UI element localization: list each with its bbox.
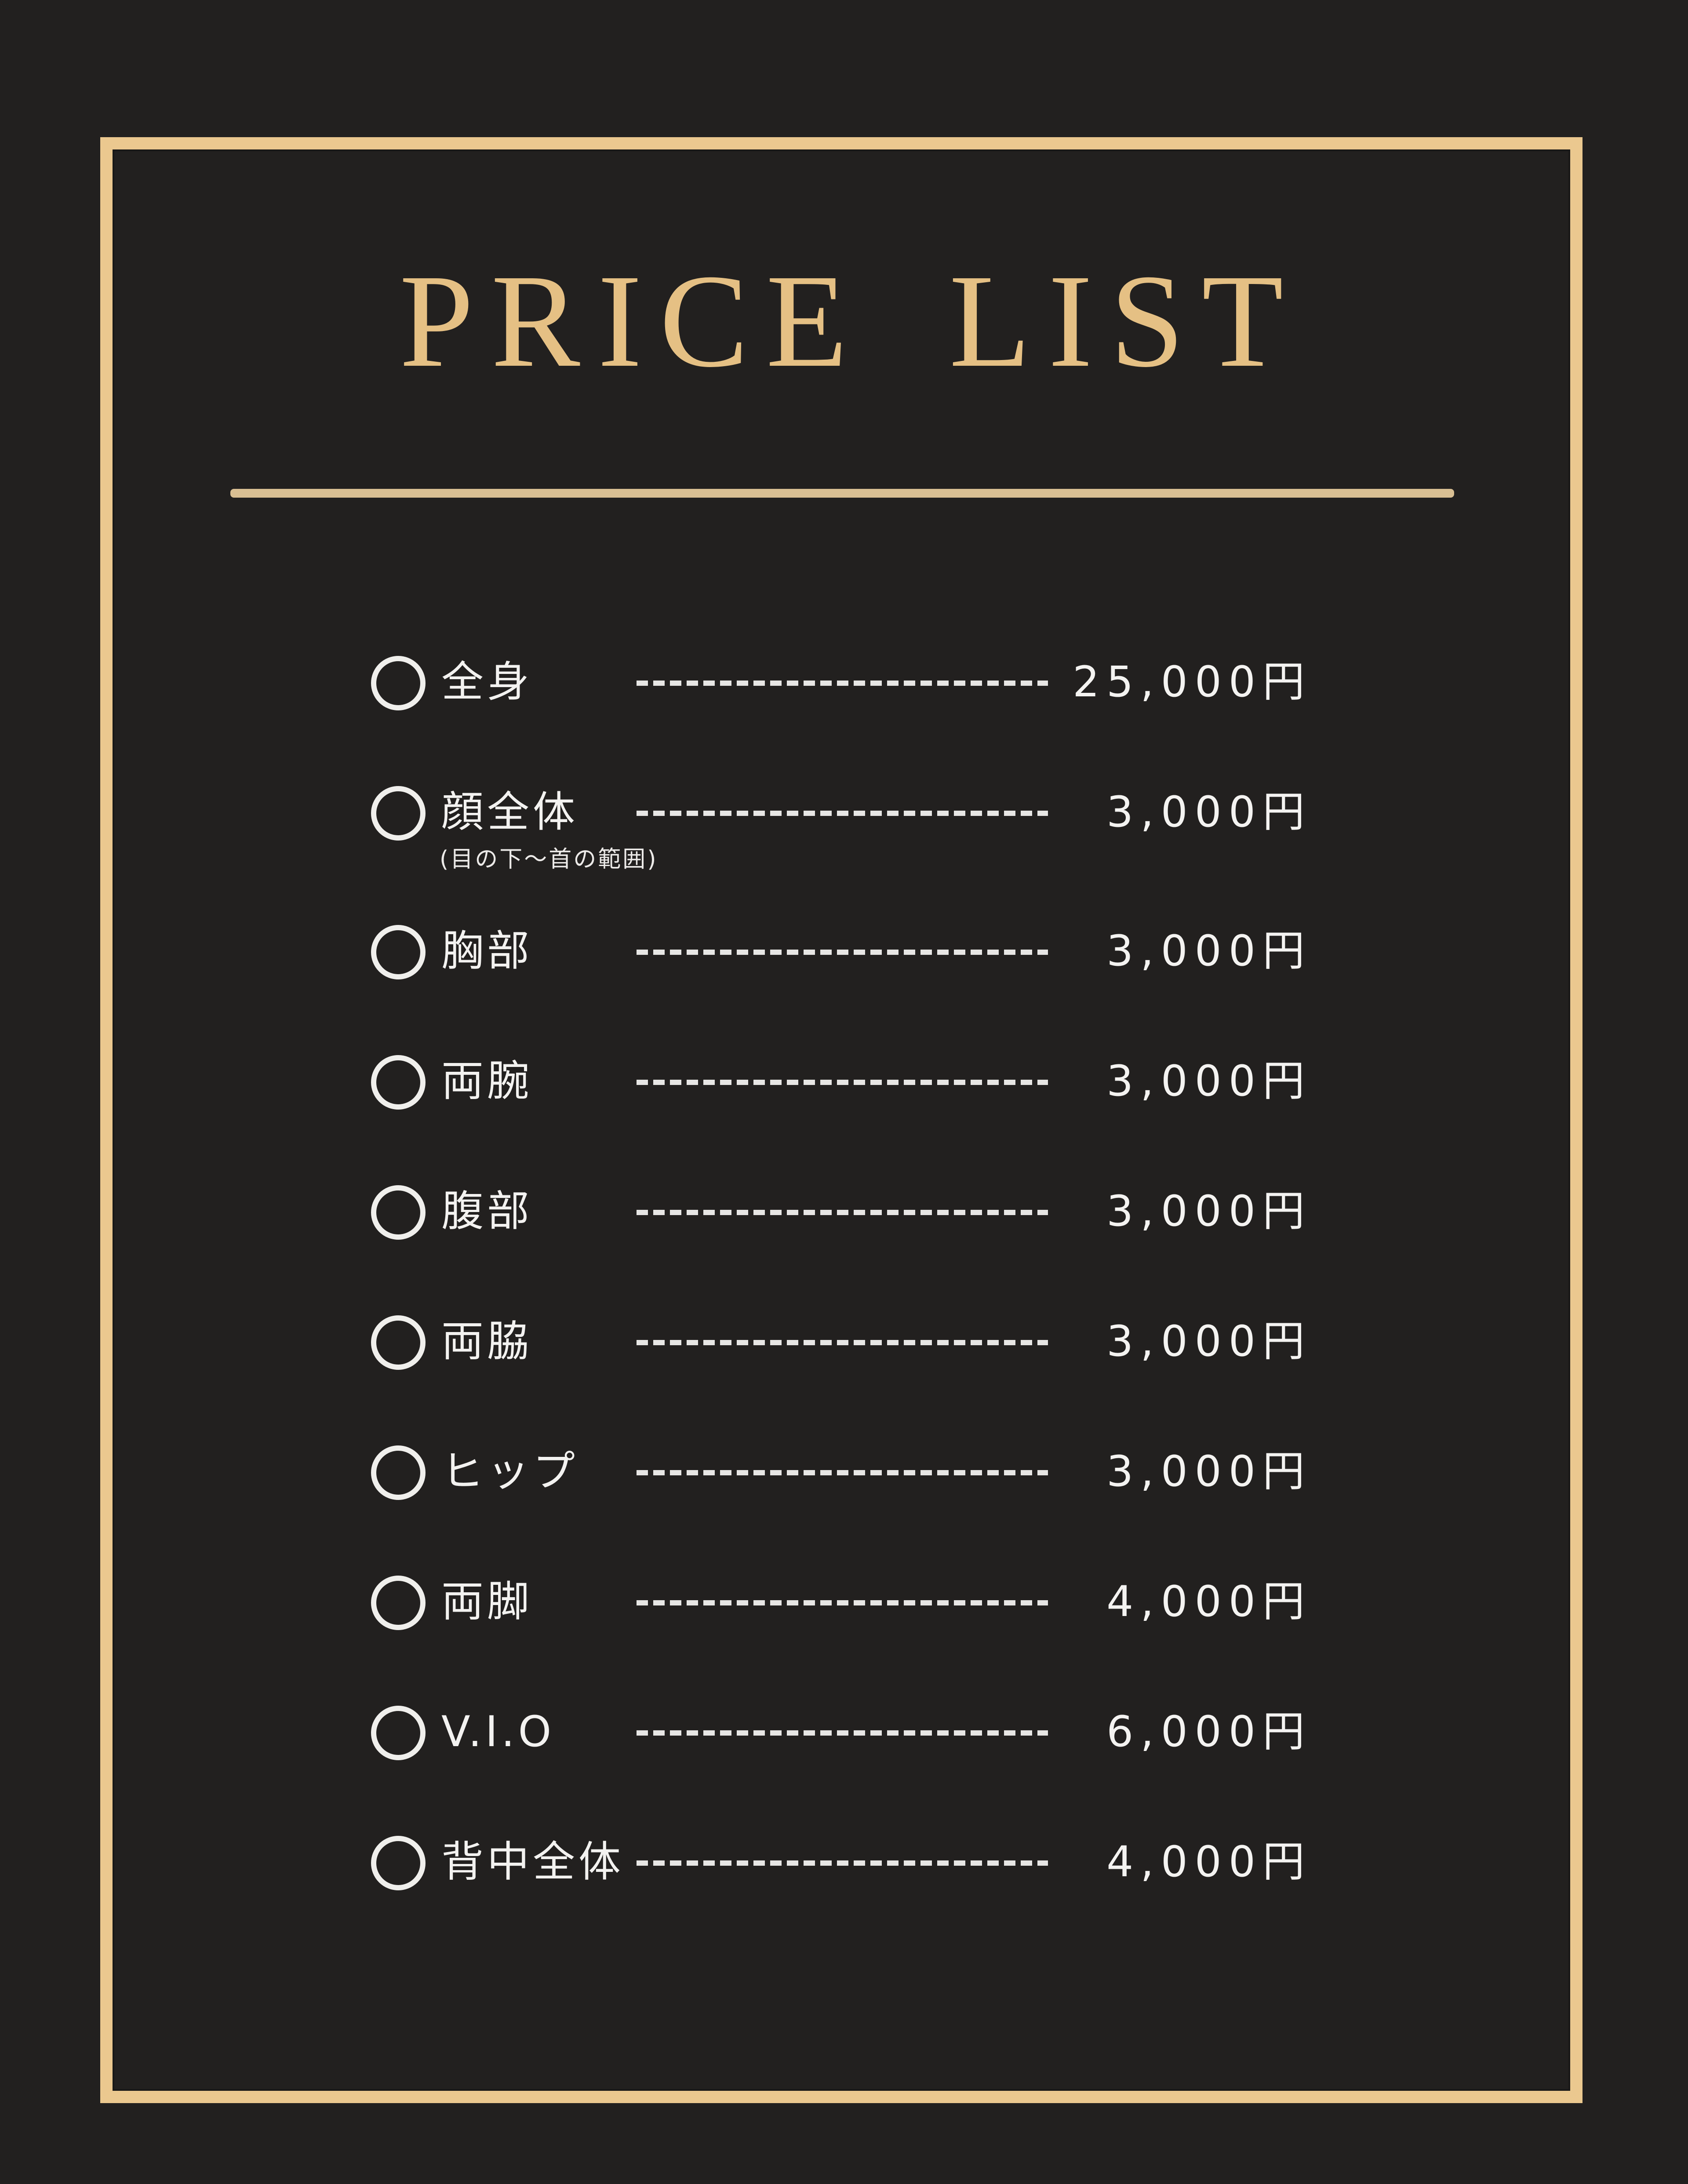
item-label: 腹部 [441, 1187, 533, 1236]
circle-bullet-icon [371, 1445, 426, 1499]
item-label-group: 顔全体 [371, 785, 637, 840]
item-label-group: ヒップ [371, 1445, 637, 1499]
item-label: 両脇 [441, 1317, 533, 1366]
circle-bullet-icon [371, 785, 426, 840]
list-item: 全身 25,000円 [371, 652, 1312, 712]
list-item: 両脚 4,000円 [371, 1572, 1312, 1632]
item-price: 3,000円 [1106, 788, 1312, 837]
list-item: 腹部 3,000円 [371, 1182, 1312, 1241]
dashed-leader-line [637, 1079, 1048, 1084]
circle-bullet-icon [371, 1184, 426, 1239]
item-label-group: 両腕 [371, 1054, 637, 1109]
circle-bullet-icon [371, 1575, 426, 1629]
gold-frame-border: PRICE LIST 全身 25,000円 顔全体 (目の下～首の範囲) 3,000円胸… [100, 137, 1582, 2103]
circle-bullet-icon [371, 655, 426, 710]
item-label: ヒップ [441, 1447, 578, 1496]
dashed-leader-line [637, 680, 1048, 685]
item-label: 両脚 [441, 1577, 533, 1627]
item-label: 両腕 [441, 1057, 533, 1106]
item-label: V.I.O [441, 1707, 555, 1757]
item-label-group: 両脇 [371, 1314, 637, 1369]
dashed-leader-line [637, 1860, 1048, 1865]
item-label-group: 腹部 [371, 1184, 637, 1239]
item-price: 6,000円 [1106, 1707, 1312, 1757]
item-price: 3,000円 [1106, 1057, 1312, 1106]
circle-bullet-icon [371, 1054, 426, 1109]
item-note: (目の下～首の範囲) [440, 848, 658, 874]
dashed-leader-line [637, 1209, 1048, 1214]
page-title: PRICE LIST [399, 248, 1301, 396]
item-price: 3,000円 [1106, 1187, 1312, 1236]
price-list: 全身 25,000円 顔全体 (目の下～首の範囲) 3,000円 胸部 3,000円 両腕 3,… [371, 652, 1312, 1962]
item-label: 胸部 [441, 927, 533, 976]
item-price: 4,000円 [1106, 1838, 1312, 1887]
item-price: 3,000円 [1106, 1447, 1312, 1496]
item-label: 顔全体 [441, 788, 578, 837]
item-price: 3,000円 [1106, 1317, 1312, 1366]
item-label-group: 胸部 [371, 924, 637, 979]
list-item: 両腕 3,000円 [371, 1052, 1312, 1111]
item-label-group: 全身 [371, 655, 637, 710]
item-label: 全身 [441, 658, 533, 707]
list-item: ヒップ 3,000円 [371, 1442, 1312, 1502]
dashed-leader-line [637, 1599, 1048, 1605]
list-item: 顔全体 (目の下～首の範囲) 3,000円 [371, 783, 1312, 874]
dashed-leader-line [637, 949, 1048, 954]
title-divider-rule [229, 489, 1453, 498]
list-item: 胸部 3,000円 [371, 921, 1312, 981]
dashed-leader-line [637, 1469, 1048, 1474]
dashed-leader-line [637, 1729, 1048, 1735]
circle-bullet-icon [371, 1314, 426, 1369]
item-label: 背中全体 [441, 1838, 624, 1887]
circle-bullet-icon [371, 924, 426, 979]
item-label-group: 背中全体 [371, 1835, 637, 1889]
dashed-leader-line [637, 1339, 1048, 1344]
dashed-leader-line [637, 810, 1048, 815]
item-label-group: V.I.O [371, 1705, 637, 1759]
item-price: 25,000円 [1073, 658, 1312, 707]
circle-bullet-icon [371, 1705, 426, 1759]
item-label-group: 両脚 [371, 1575, 637, 1629]
list-item: V.I.O 6,000円 [371, 1702, 1312, 1762]
circle-bullet-icon [371, 1835, 426, 1889]
item-price: 4,000円 [1106, 1577, 1312, 1627]
list-item: 両脇 3,000円 [371, 1312, 1312, 1372]
list-item: 背中全体 4,000円 [371, 1832, 1312, 1892]
item-price: 3,000円 [1106, 927, 1312, 976]
